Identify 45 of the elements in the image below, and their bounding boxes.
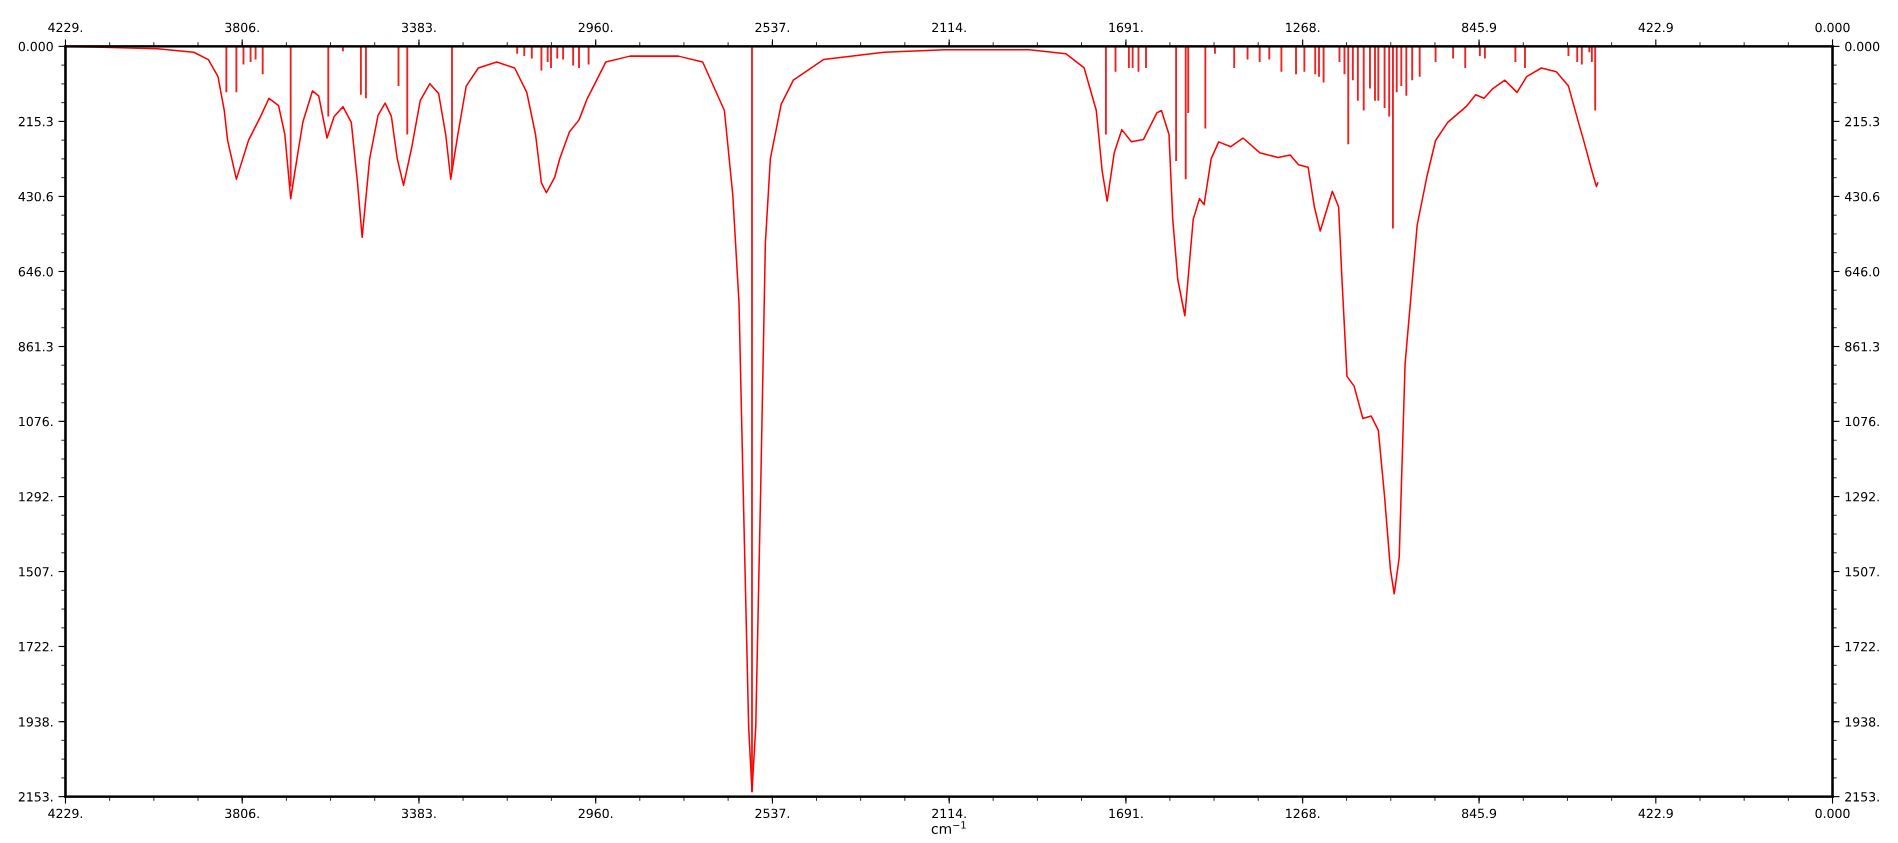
x-tick-label: 0.000 <box>1815 808 1850 819</box>
y-tick-label: 0.000 <box>18 41 53 52</box>
y-tick-label: 861.3 <box>18 341 53 352</box>
y2-tick-label: 0.000 <box>1845 41 1880 52</box>
x2-tick-label: 1691. <box>1109 22 1143 33</box>
x2-tick-label: 0.000 <box>1815 22 1850 33</box>
y-tick-label: 1292. <box>19 492 53 502</box>
x2-tick-label: 2960. <box>578 22 613 33</box>
y2-tick-label: 1507. <box>1845 566 1879 577</box>
x2-tick-label: 3383. <box>402 22 436 33</box>
x-axis-title: cm$^{−1}$ <box>931 821 966 834</box>
y2-tick-label: 215.3 <box>1845 116 1880 127</box>
y-tick-label: 430.6 <box>18 191 53 202</box>
x-tick-label: 422.9 <box>1638 808 1673 819</box>
x2-tick-label: 422.9 <box>1638 22 1673 33</box>
y2-tick-label: 430.6 <box>1844 191 1880 202</box>
y2-tick-label: 1938. <box>1845 717 1879 727</box>
x-tick-label: 1691. <box>1109 808 1143 819</box>
x-tick-label: 4229. <box>48 808 83 819</box>
x2-tick-label: 3806. <box>225 22 259 33</box>
y2-tick-label: 2153. <box>1845 792 1879 802</box>
y2-tick-label: 646.0 <box>1845 266 1880 277</box>
y-tick-label: 1938. <box>19 717 53 727</box>
x-tick-label: 2537. <box>755 808 790 819</box>
x-tick-label: 2114. <box>932 808 966 818</box>
y-tick-label: 1076. <box>19 416 53 427</box>
x2-tick-label: 4229. <box>48 22 83 33</box>
x2-tick-label: 2537. <box>755 22 790 33</box>
x-tick-label: 3383. <box>402 808 436 819</box>
x2-tick-label: 1268. <box>1286 22 1320 33</box>
y-tick-label: 2153. <box>18 792 53 802</box>
y-tick-label: 215.3 <box>18 116 53 127</box>
x2-tick-label: 2114. <box>932 22 966 32</box>
y-tick-label: 1507. <box>19 566 53 577</box>
y-tick-label: 1722. <box>19 641 53 652</box>
y2-tick-label: 1722. <box>1845 641 1879 652</box>
x-tick-label: 1268. <box>1286 808 1320 819</box>
x-tick-label: 845.9 <box>1462 808 1497 819</box>
y2-tick-label: 1076. <box>1845 416 1879 427</box>
y2-tick-label: 861.3 <box>1845 341 1880 352</box>
y-tick-label: 646.0 <box>18 266 53 277</box>
x-tick-label: 2960. <box>578 808 613 819</box>
y2-tick-label: 1292. <box>1845 492 1879 502</box>
x2-tick-label: 845.9 <box>1462 22 1497 33</box>
x-tick-label: 3806. <box>225 808 259 819</box>
